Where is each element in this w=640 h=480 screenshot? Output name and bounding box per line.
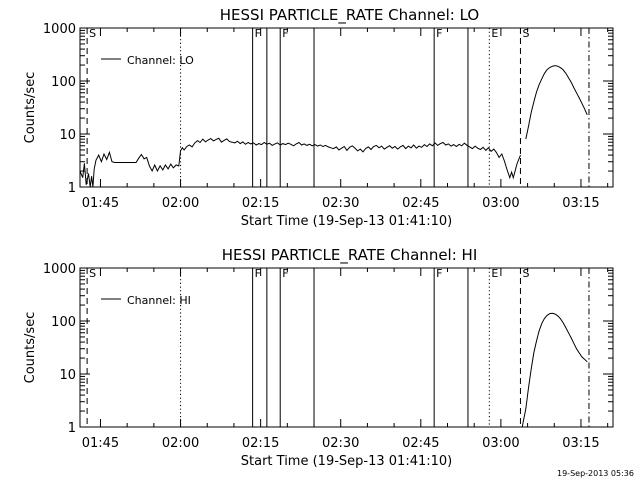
legend-label: Channel: LO [127, 54, 194, 67]
event-marker-label: S [89, 27, 96, 40]
y-tick-label: 1 [68, 181, 76, 196]
series-line-hi [521, 312, 588, 428]
x-tick-label: 03:15 [562, 436, 599, 451]
x-tick-label: 03:00 [482, 196, 519, 211]
y-tick-label: 100 [51, 315, 76, 330]
x-tick-label: 02:30 [322, 196, 359, 211]
event-marker-label: E [491, 27, 498, 40]
y-tick-label: 1 [68, 421, 76, 436]
chart-panel-hi: HESSI PARTICLE_RATE Channel: HI 1 10 100 100… [23, 246, 614, 469]
x-tick-label: 03:15 [562, 196, 599, 211]
x-tick-label: 02:45 [402, 436, 439, 451]
x-tick-label: 03:00 [482, 436, 519, 451]
x-tick-label: 02:15 [242, 436, 279, 451]
event-marker-label: F [282, 27, 288, 40]
x-tick-label: 02:15 [242, 196, 279, 211]
event-marker-label: F [255, 27, 261, 40]
x-tick-label: 02:00 [162, 196, 199, 211]
y-axis-label: Counts/sec [23, 312, 38, 384]
x-tick-label: 01:45 [82, 436, 119, 451]
plot-frame [79, 267, 614, 428]
x-axis-label: Start Time (19-Sep-13 01:41:10) [241, 214, 452, 229]
footer-timestamp: 19-Sep-2013 05:36 [557, 469, 634, 478]
chart-title: HESSI PARTICLE_RATE Channel: LO [220, 6, 479, 25]
chart-panel-lo: HESSI PARTICLE_RATE Channel: LO 1 10 100 100… [23, 6, 614, 229]
x-tick-label: 01:45 [82, 196, 119, 211]
x-tick-label: 02:45 [402, 196, 439, 211]
x-tick-label: 02:30 [322, 436, 359, 451]
event-marker-label: F [255, 267, 261, 280]
y-tick-label: 100 [51, 75, 76, 90]
y-tick-label: 1000 [43, 22, 76, 37]
x-tick-label: 02:00 [162, 436, 199, 451]
event-marker-label: S [522, 267, 529, 280]
y-tick-label: 1000 [43, 262, 76, 277]
legend-label: Channel: HI [127, 294, 191, 307]
event-marker-label: F [436, 267, 442, 280]
series-line-lo [79, 137, 521, 188]
event-marker-label: F [282, 267, 288, 280]
y-axis-label: Counts/sec [23, 72, 38, 144]
series-line-lo [525, 65, 588, 140]
y-tick-label: 10 [59, 128, 76, 143]
x-axis-label: Start Time (19-Sep-13 01:41:10) [241, 454, 452, 469]
y-tick-label: 10 [59, 368, 76, 383]
event-marker-label: F [436, 27, 442, 40]
chart-title: HESSI PARTICLE_RATE Channel: HI [222, 246, 478, 265]
event-marker-label: S [522, 27, 529, 40]
plot-frame [79, 27, 614, 188]
event-marker-label: S [89, 267, 96, 280]
event-marker-label: E [491, 267, 498, 280]
